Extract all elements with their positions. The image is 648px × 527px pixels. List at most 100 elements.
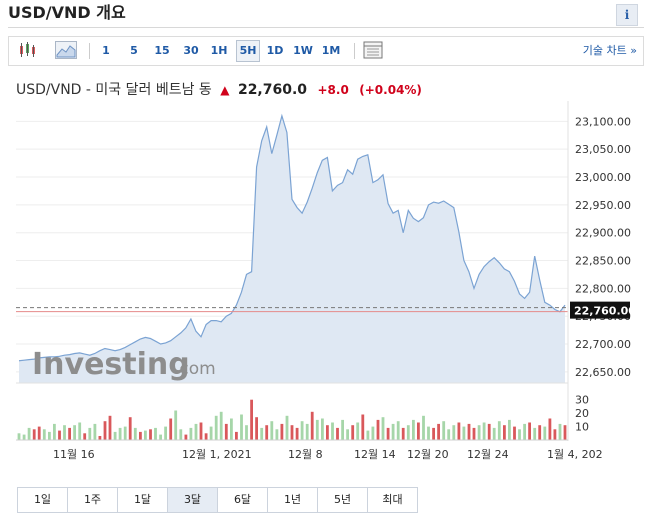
volume-bar [184,434,188,440]
area-chart-icon[interactable] [55,41,77,59]
volume-bar [169,418,173,440]
price-tick-label: 23,050.00 [575,143,631,156]
x-tick-label: 12월 14 [354,448,396,461]
volume-bar [457,422,461,440]
range-button-4[interactable]: 6달 [218,488,268,512]
x-tick-label: 12월 1, 2021 [182,448,252,461]
volume-bar [53,423,56,440]
volume-bar [224,423,228,440]
volume-bar [133,427,137,440]
volume-bar [538,425,542,440]
price-change-percent: (+0.04%) [359,83,422,97]
interval-1d[interactable]: 1D [266,44,284,57]
interval-30[interactable]: 30 [183,44,199,57]
interval-1m[interactable]: 1M [321,44,341,57]
x-tick-label: 1월 4, 202 [547,448,603,461]
interval-1h[interactable]: 1H [210,44,228,57]
page-title: USD/VND 개요 [8,3,126,22]
volume-bar [553,429,557,440]
price-area [19,115,565,384]
volume-bar [214,415,218,440]
volume-bar [179,429,183,440]
volume-bar [472,427,476,440]
volume-bar [462,426,466,440]
volume-bar [371,426,375,440]
range-button-6[interactable]: 5년 [318,488,368,512]
volume-bar [48,431,51,440]
volume-bar [487,423,491,440]
x-tick-label: 12월 8 [288,448,323,461]
volume-bar [290,425,294,440]
volume-bar [391,423,395,440]
volume-bar [42,429,46,440]
range-button-0[interactable]: 1일 [18,488,68,512]
volume-bar [199,422,203,440]
volume-bar [255,417,258,440]
volume-bar [305,423,309,440]
volume-bar [149,429,152,440]
volume-bar [558,423,562,440]
volume-bar [139,431,142,440]
range-button-5[interactable]: 1년 [268,488,318,512]
volume-bar [300,421,304,440]
layout-icon[interactable] [363,41,383,59]
volume-bar [422,415,425,440]
advanced-chart-link[interactable]: 기술 차트 » [582,44,637,57]
volume-bar [427,426,430,440]
volume-bar [401,427,405,440]
volume-bar [204,433,208,440]
range-selector: 1일 1주 1달 3달 6달 1년 5년 최대 [17,487,418,513]
volume-bar [260,427,264,440]
volume-bar [245,425,248,440]
range-button-7[interactable]: 최대 [368,488,417,512]
watermark-suffix: .com [174,359,216,379]
volume-bar [219,411,223,440]
volume-bar [265,425,269,440]
interval-1[interactable]: 1 [102,44,110,57]
up-arrow-icon: ▲ [220,83,230,97]
volume-bar [533,427,537,440]
price-tick-label: 22,700.00 [575,338,631,351]
price-chart[interactable]: Investing.com 23,100.00 23,050.00 23,000.00… [16,101,638,466]
interval-5h[interactable]: 5H [236,40,260,62]
volume-bar [386,427,390,440]
quote-line: USD/VND - 미국 달러 베트남 동 ▲ 22,760.0 +8.0 (+… [16,79,422,99]
range-button-3[interactable]: 3달 [168,488,218,512]
interval-5[interactable]: 5 [130,44,138,57]
volume-bar [128,417,132,440]
volume-bar [189,427,193,440]
volume-bar [295,427,299,440]
volume-bar [508,419,511,440]
volume-bar [452,425,456,440]
volume-bar [144,430,147,440]
info-icon[interactable]: i [616,4,638,26]
volume-bar [113,431,117,440]
volume-bar [503,425,506,440]
interval-15[interactable]: 15 [154,44,170,57]
volume-bar [497,421,501,440]
volume-bar [63,425,66,440]
volume-bar [68,427,71,440]
chart-area[interactable]: Investing .com 23,100.00 23,050.00 23,000.00… [16,101,638,466]
volume-bar [326,425,329,440]
volume-bar [73,425,76,440]
volume-bar [315,419,319,440]
current-price-label: 22,760.00 [574,305,636,318]
volume-bar [174,410,178,440]
candlestick-icon[interactable] [17,41,37,59]
chart-toolbar: 1 5 15 30 1H 5H 1D 1W 1M 기술 차트 » [8,36,644,66]
volume-bar [396,421,400,440]
volume-bar [118,427,122,440]
volume-tick-label: 10 [575,421,589,434]
volume-bar [88,427,92,440]
interval-1w[interactable]: 1W [293,44,313,57]
volume-bar [346,429,349,440]
volume-bar [17,433,21,440]
range-button-2[interactable]: 1달 [118,488,168,512]
volume-bar [442,421,446,440]
volume-bar [412,419,415,440]
volume-bar [93,423,97,440]
range-button-1[interactable]: 1주 [68,488,118,512]
volume-bar [83,433,87,440]
volume-bar [250,399,253,440]
